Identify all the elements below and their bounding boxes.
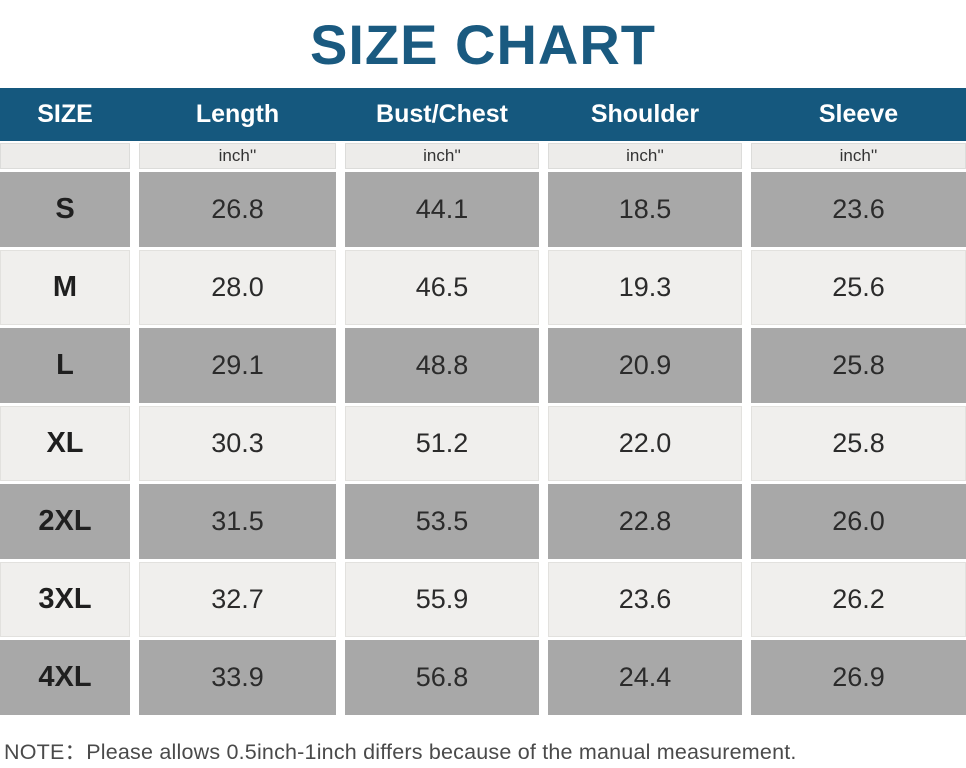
sleeve-cell: 25.8	[751, 328, 966, 403]
shoulder-cell: 24.4	[548, 640, 742, 715]
shoulder-cell: 20.9	[548, 328, 742, 403]
sleeve-cell: 23.6	[751, 172, 966, 247]
length-cell: 29.1	[139, 328, 336, 403]
shoulder-cell: 22.0	[548, 406, 742, 481]
length-cell: 30.3	[139, 406, 336, 481]
shoulder-cell: 18.5	[548, 172, 742, 247]
length-cell: 28.0	[139, 250, 336, 325]
size-cell: S	[0, 172, 130, 247]
length-cell: 32.7	[139, 562, 336, 637]
shoulder-cell: 22.8	[548, 484, 742, 559]
measurement-note: NOTE：Please allows 0.5inch-1inch differs…	[4, 740, 797, 764]
bust-cell: 46.5	[345, 250, 539, 325]
unit-cell	[0, 143, 130, 169]
table-header-row: SIZE Length Bust/Chest Shoulder Sleeve	[0, 88, 966, 141]
length-cell: 33.9	[139, 640, 336, 715]
size-cell: 4XL	[0, 640, 130, 715]
column-header-shoulder: Shoulder	[590, 100, 700, 128]
size-cell: L	[0, 328, 130, 403]
unit-cell: inch''	[345, 143, 539, 169]
bust-cell: 53.5	[345, 484, 539, 559]
size-cell: XL	[0, 406, 130, 481]
sleeve-cell: 25.8	[751, 406, 966, 481]
bust-cell: 44.1	[345, 172, 539, 247]
column-header-bust-chest: Bust/Chest	[376, 100, 508, 128]
unit-cell: inch''	[139, 143, 336, 169]
sleeve-cell: 26.2	[751, 562, 966, 637]
length-cell: 26.8	[139, 172, 336, 247]
column-header-length: Length	[195, 100, 280, 128]
sleeve-cell: 25.6	[751, 250, 966, 325]
unit-cell: inch''	[751, 143, 966, 169]
column-header-sleeve: Sleeve	[818, 100, 899, 128]
sleeve-cell: 26.0	[751, 484, 966, 559]
bust-cell: 55.9	[345, 562, 539, 637]
length-cell: 31.5	[139, 484, 336, 559]
size-cell: M	[0, 250, 130, 325]
bust-cell: 51.2	[345, 406, 539, 481]
bust-cell: 48.8	[345, 328, 539, 403]
column-header-size: SIZE	[37, 100, 93, 128]
unit-cell: inch''	[548, 143, 742, 169]
bust-cell: 56.8	[345, 640, 539, 715]
shoulder-cell: 23.6	[548, 562, 742, 637]
sleeve-cell: 26.9	[751, 640, 966, 715]
size-cell: 2XL	[0, 484, 130, 559]
shoulder-cell: 19.3	[548, 250, 742, 325]
table-body: inch'' inch'' inch'' inch'' S 26.8 44.1 …	[0, 143, 966, 715]
size-cell: 3XL	[0, 562, 130, 637]
page-title: SIZE CHART	[310, 12, 656, 76]
size-chart-table: SIZE Length Bust/Chest Shoulder Sleeve i…	[0, 88, 966, 715]
